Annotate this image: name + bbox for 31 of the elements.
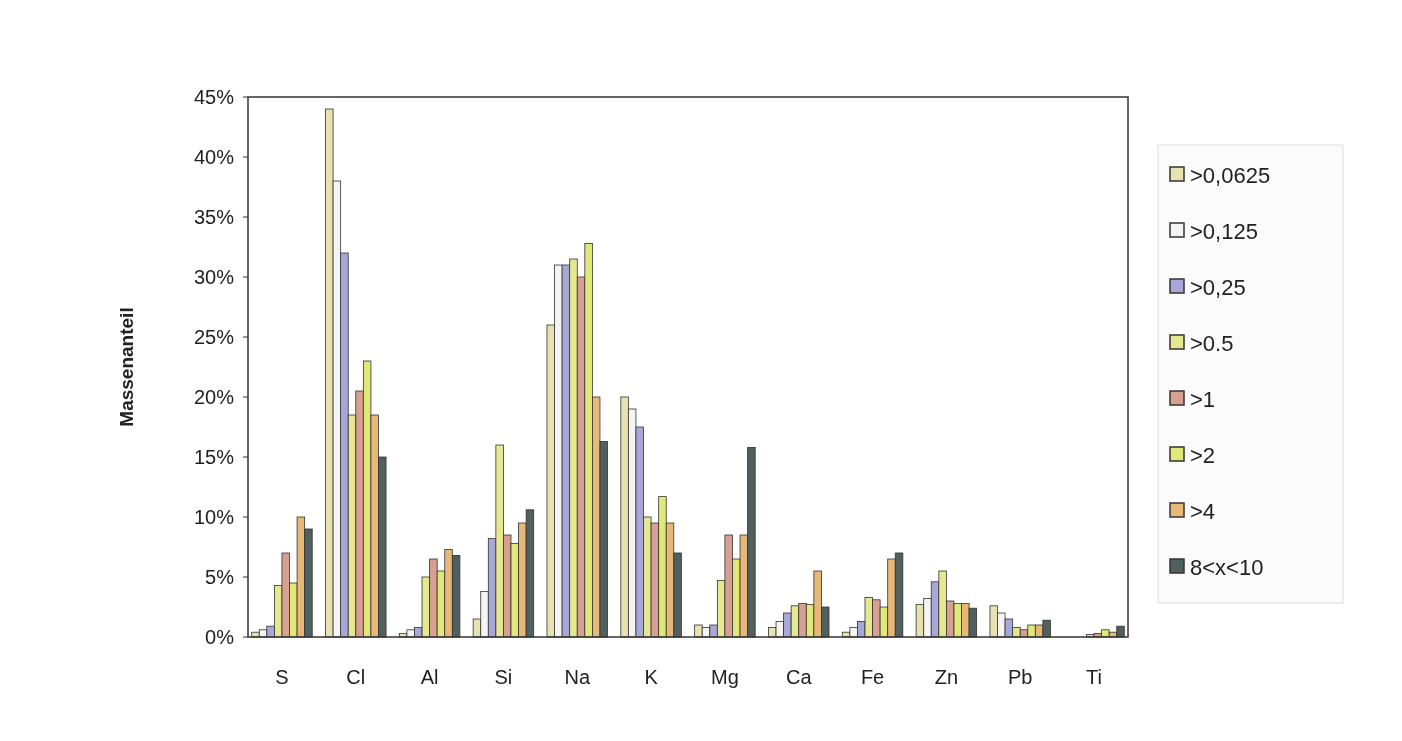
y-tick-label: 25% xyxy=(193,326,235,348)
legend-label: >2 xyxy=(1190,442,1216,468)
legend-label: >0.5 xyxy=(1190,330,1234,356)
y-tick-label: 45% xyxy=(193,86,235,108)
legend-label: >0,0625 xyxy=(1190,162,1271,188)
y-axis-title: Massenanteil xyxy=(116,307,137,427)
legend-label: >4 xyxy=(1190,498,1216,524)
x-tick-label: Ca xyxy=(785,666,813,688)
y-tick-label: 35% xyxy=(193,206,235,228)
legend-label: >0,25 xyxy=(1190,274,1246,300)
y-tick-label: 20% xyxy=(193,386,235,408)
y-tick-label: 5% xyxy=(205,566,235,588)
y-tick-label: 40% xyxy=(193,146,235,168)
y-tick-label: 30% xyxy=(193,266,235,288)
y-tick-label: 15% xyxy=(193,446,235,468)
y-tick-label: 0% xyxy=(205,626,235,648)
x-tick-label: Mg xyxy=(711,666,739,688)
legend-label: 8<x<10 xyxy=(1190,554,1264,580)
x-tick-label: Pb xyxy=(1007,666,1033,688)
y-tick-label: 10% xyxy=(193,506,235,528)
x-tick-label: K xyxy=(644,666,659,688)
x-tick-label: Fe xyxy=(860,666,885,688)
x-tick-label: Si xyxy=(494,666,513,688)
x-tick-label: Al xyxy=(420,666,439,688)
x-tick-label: S xyxy=(275,666,289,688)
x-tick-label: Na xyxy=(564,666,591,688)
x-tick-label: Ti xyxy=(1086,666,1102,688)
x-tick-label: Cl xyxy=(346,666,366,688)
legend-label: >0,125 xyxy=(1190,218,1258,244)
legend-label: >1 xyxy=(1190,386,1216,412)
x-tick-label: Zn xyxy=(934,666,959,688)
